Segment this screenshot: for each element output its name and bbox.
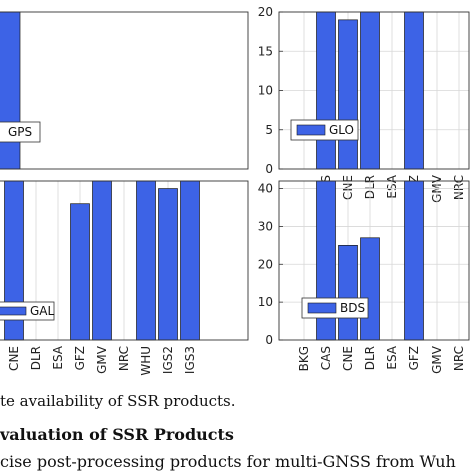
legend-swatch — [296, 124, 326, 136]
x-tick-label: IGS2 — [161, 346, 175, 374]
section-heading: valuation of SSR Products — [0, 425, 234, 444]
x-tick-label: DLR — [363, 346, 377, 370]
y-tick-label: 0 — [265, 162, 273, 176]
y-tick-label: 5 — [265, 123, 273, 137]
x-tick-label: GMV — [95, 345, 109, 374]
x-tick-label: NRC — [452, 346, 466, 371]
bar — [180, 180, 200, 341]
y-tick-label: 20 — [258, 5, 273, 19]
bar — [70, 203, 90, 341]
x-tick-label: GMV — [430, 345, 444, 374]
legend-label: GAL — [30, 304, 55, 318]
bar — [158, 188, 178, 341]
x-tick-label: CAS — [319, 346, 333, 370]
axes-frame — [0, 11, 249, 170]
x-tick-label: BKG — [297, 346, 311, 371]
legend-box — [0, 301, 55, 321]
legend-label: GLO — [329, 123, 354, 137]
body-text: cise post-processing products for multi-… — [0, 452, 456, 471]
panel-gps: GPS — [0, 11, 249, 170]
figure-caption: te availability of SSR products. — [0, 392, 236, 410]
bar — [360, 237, 380, 341]
axes-frame — [0, 180, 249, 341]
legend-swatch — [0, 306, 27, 316]
y-tick-label: 0 — [265, 333, 273, 347]
bar — [360, 11, 380, 170]
axes-frame — [278, 180, 470, 341]
x-tick-label: CNE — [7, 346, 21, 371]
y-tick-label: 10 — [258, 295, 273, 309]
panel-glo: 05101520CASCNEDLRESAGFZGMVNRCGLO — [258, 5, 470, 203]
x-tick-label: IGS3 — [183, 346, 197, 374]
y-tick-label: 20 — [258, 257, 273, 271]
y-tick-label: 30 — [258, 219, 273, 233]
y-tick-label: 40 — [258, 182, 273, 196]
bar — [338, 19, 358, 170]
x-tick-label: ESA — [385, 345, 399, 369]
bar — [136, 180, 156, 341]
x-tick-label: CNE — [341, 346, 355, 371]
bar — [404, 11, 424, 170]
x-tick-label: GFZ — [407, 346, 421, 370]
y-tick-label: 10 — [258, 84, 273, 98]
x-tick-label: WHU — [139, 346, 153, 376]
x-tick-label: ESA — [51, 345, 65, 369]
x-tick-label: NRC — [117, 346, 131, 371]
bar — [0, 11, 21, 170]
legend-label: BDS — [340, 301, 365, 315]
legend-label: GPS — [8, 125, 32, 139]
y-tick-label: 15 — [258, 44, 273, 58]
bar — [338, 245, 358, 341]
bar — [316, 11, 336, 170]
legend-swatch — [307, 302, 337, 314]
panel-bds: 0 10 20 30 40 BKG CAS CNE DLR ESA GFZ GMV NRC BDS — [258, 180, 470, 374]
x-tick-label: GFZ — [73, 346, 87, 370]
bar — [404, 180, 424, 341]
legend-box — [0, 121, 41, 143]
bar — [92, 180, 112, 341]
x-tick-label: DLR — [29, 346, 43, 370]
panel-gal: CNE DLR ESA GFZ GMV NRC WHU IGS2 IGS3 GAL — [0, 180, 249, 376]
